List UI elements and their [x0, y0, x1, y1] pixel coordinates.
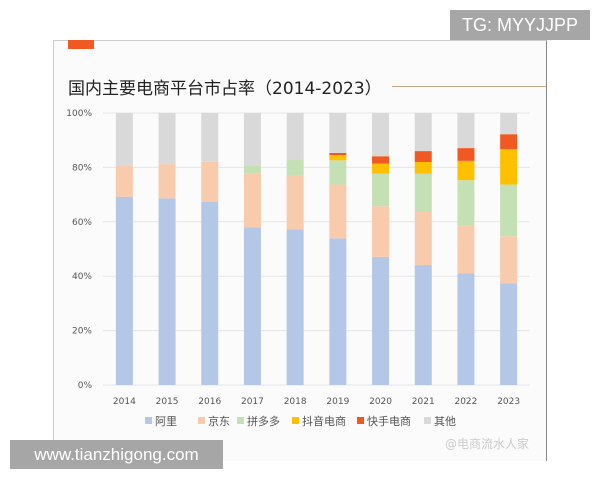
x-tick-label: 2015 [156, 397, 179, 407]
bar-segment-2023-京东 [500, 236, 518, 284]
y-tick-label: 80% [72, 163, 92, 173]
bar-segment-2015-京东 [158, 164, 176, 199]
legend-swatch-拼多多 [237, 417, 244, 424]
bar-segment-2020-阿里 [372, 256, 390, 385]
bar-segment-2019-阿里 [329, 238, 347, 385]
site-overlay-label: www.tianzhigong.com [10, 440, 223, 469]
bar-segment-2017-其他 [243, 113, 261, 167]
bar-segment-2023-拼多多 [500, 184, 518, 237]
bar-segment-2023-其他 [500, 113, 518, 135]
bar-segment-2020-抖音电商 [372, 163, 390, 174]
x-tick-label: 2019 [326, 397, 349, 407]
bar-segment-2018-其他 [286, 113, 304, 160]
chart-title: 国内主要电商平台市占率（2014-2023） [68, 79, 382, 99]
bar-segment-2017-阿里 [243, 227, 261, 385]
bar-segment-2022-快手电商 [457, 148, 475, 161]
x-tick-label: 2021 [412, 397, 435, 407]
bar-segment-2016-京东 [201, 161, 219, 202]
x-tick-label: 2020 [369, 397, 392, 407]
bar-segment-2023-阿里 [500, 283, 518, 385]
legend-swatch-快手电商 [357, 417, 364, 424]
x-tick-label: 2016 [198, 397, 221, 407]
y-tick-label: 100% [66, 109, 92, 119]
legend-swatch-抖音电商 [292, 417, 299, 424]
x-tick-label: 2023 [497, 397, 520, 407]
bar-segment-2022-阿里 [457, 273, 475, 385]
bar-segment-2014-其他 [115, 113, 133, 167]
title-rule [392, 86, 546, 87]
bar-segment-2021-阿里 [414, 265, 432, 385]
bar-segment-2019-其他 [329, 113, 347, 153]
bar-segment-2020-其他 [372, 113, 390, 157]
bar-segment-2018-京东 [286, 175, 304, 230]
y-tick-label: 60% [72, 218, 92, 228]
legend-label-京东: 京东 [208, 414, 230, 428]
bar-segment-2016-其他 [201, 113, 219, 162]
bar-segment-2023-抖音电商 [500, 149, 518, 185]
bar-segment-2021-其他 [414, 113, 432, 152]
bar-segment-2019-京东 [329, 184, 347, 239]
legend-label-其他: 其他 [434, 415, 456, 428]
bar-segment-2022-京东 [457, 225, 475, 274]
x-tick-label: 2017 [241, 397, 264, 407]
legend-swatch-其他 [424, 417, 431, 424]
x-tick-label: 2014 [113, 397, 136, 407]
accent-bar [68, 40, 94, 49]
bar-segment-2018-阿里 [286, 229, 304, 385]
y-tick-label: 0% [78, 381, 93, 391]
legend-label-拼多多: 拼多多 [247, 414, 280, 428]
bar-segment-2021-拼多多 [414, 173, 432, 213]
legend-label-抖音电商: 抖音电商 [302, 414, 346, 428]
bar-segment-2022-抖音电商 [457, 160, 475, 181]
x-tick-label: 2018 [284, 397, 307, 407]
legend-label-快手电商: 快手电商 [367, 414, 411, 428]
bar-segment-2019-抖音电商 [329, 155, 347, 161]
bar-segment-2014-京东 [115, 166, 133, 197]
legend-label-阿里: 阿里 [155, 415, 177, 428]
bar-segment-2021-快手电商 [414, 151, 432, 162]
bar-segment-2019-快手电商 [329, 152, 347, 156]
legend-swatch-京东 [198, 417, 205, 424]
bar-segment-2017-京东 [243, 173, 261, 228]
legend-swatch-阿里 [145, 417, 152, 424]
bar-segment-2022-其他 [457, 113, 475, 149]
watermark: @电商流水人家 [445, 436, 529, 451]
bar-segment-2022-拼多多 [457, 180, 475, 226]
bar-segment-2020-拼多多 [372, 173, 390, 207]
x-tick-label: 2022 [454, 397, 477, 407]
bar-segment-2015-阿里 [158, 198, 176, 385]
bar-segment-2023-快手电商 [500, 134, 518, 150]
tg-overlay-label: TG: MYYJJPP [450, 10, 590, 40]
y-tick-label: 40% [72, 272, 92, 282]
y-tick-label: 20% [72, 327, 92, 337]
bar-segment-2018-拼多多 [286, 159, 304, 176]
bar-segment-2021-抖音电商 [414, 161, 432, 174]
bar-segment-2016-阿里 [201, 201, 219, 385]
bar-segment-2014-阿里 [115, 196, 133, 385]
bar-segment-2017-拼多多 [243, 166, 261, 174]
bar-segment-2019-拼多多 [329, 160, 347, 185]
bar-segment-2015-其他 [158, 113, 176, 165]
bar-segment-2020-快手电商 [372, 156, 390, 164]
bar-segment-2021-京东 [414, 212, 432, 266]
bar-segment-2020-京东 [372, 206, 390, 257]
